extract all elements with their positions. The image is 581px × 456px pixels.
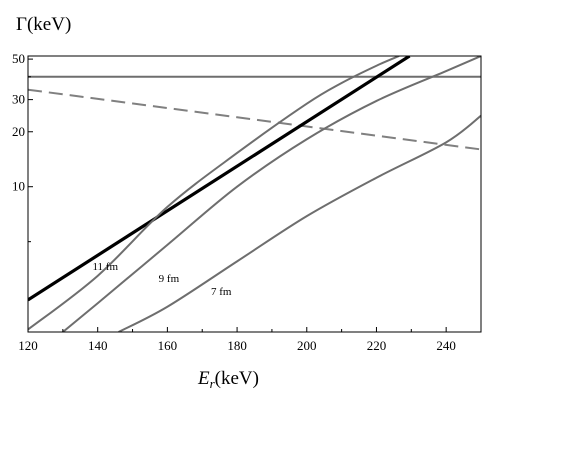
series-thick-line <box>28 56 411 302</box>
x-tick-label-120: 120 <box>18 338 38 353</box>
series-layer <box>28 56 481 332</box>
y-tick-label-50: 50 <box>12 51 25 66</box>
x-axis-title-main: E <box>197 368 210 389</box>
y-axis-title: Γ(keV) <box>16 14 71 35</box>
series-r7-line <box>118 114 481 332</box>
x-tick-label-160: 160 <box>158 338 178 353</box>
annotation-layer: 11 fm 9 fm 7 fm <box>92 261 231 298</box>
annotation-7-fm: 7 fm <box>211 286 232 298</box>
ticks-layer: 120 140 160 180 200 220 240 10 20 30 50 <box>12 51 456 353</box>
x-tick-label-220: 220 <box>367 338 387 353</box>
x-axis-title: Er(keV) <box>197 368 259 391</box>
series-r11-line <box>28 56 400 331</box>
x-axis-title-sub: r <box>210 376 216 391</box>
series-dashed-line <box>28 88 481 151</box>
x-tick-label-240: 240 <box>436 338 456 353</box>
y-tick-label-10: 10 <box>12 179 25 194</box>
x-tick-label-180: 180 <box>227 338 247 353</box>
y-tick-label-20: 20 <box>12 124 25 139</box>
x-axis-title-unit: (keV) <box>215 368 259 389</box>
annotation-11-fm: 11 fm <box>92 261 118 273</box>
x-tick-label-140: 140 <box>88 338 108 353</box>
y-tick-label-30: 30 <box>12 92 25 107</box>
series-r9-line <box>62 56 481 332</box>
x-tick-label-200: 200 <box>297 338 317 353</box>
plot-frame <box>27 55 482 333</box>
annotation-9-fm: 9 fm <box>159 273 180 285</box>
